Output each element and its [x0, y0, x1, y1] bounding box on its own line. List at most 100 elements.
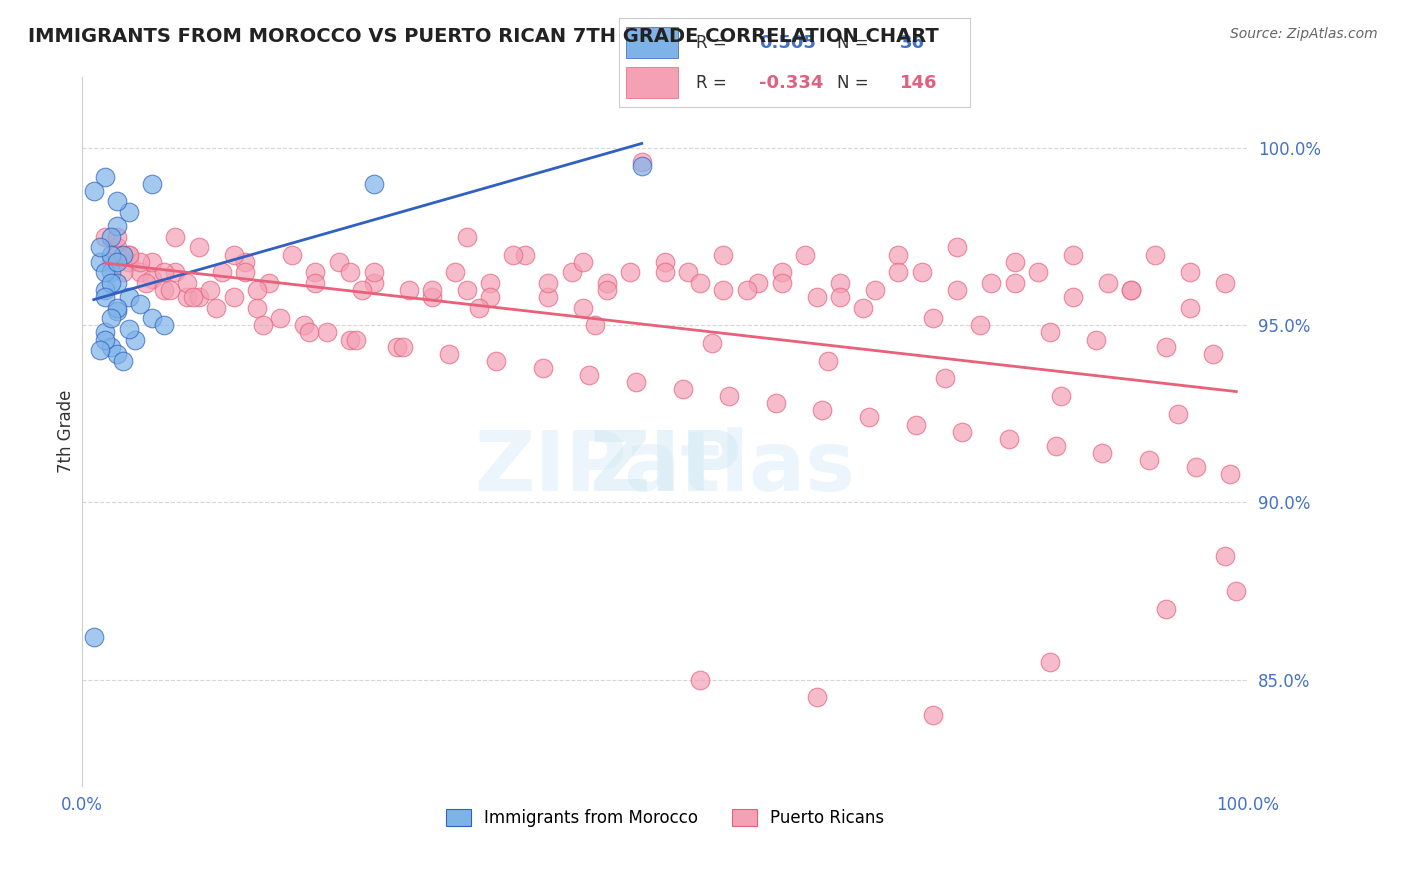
Point	[700, 336, 723, 351]
Point	[1213, 276, 1236, 290]
Point	[934, 371, 956, 385]
Text: -0.334: -0.334	[759, 74, 824, 92]
Point	[630, 159, 652, 173]
Point	[887, 247, 910, 261]
Point	[1137, 453, 1160, 467]
Point	[1156, 601, 1178, 615]
Point	[205, 301, 228, 315]
Point	[1062, 247, 1084, 261]
Point	[689, 673, 711, 687]
Point	[292, 318, 315, 333]
Point	[619, 265, 641, 279]
Point	[1026, 265, 1049, 279]
Point	[456, 229, 478, 244]
Point	[1050, 389, 1073, 403]
Point	[1202, 347, 1225, 361]
Point	[811, 403, 834, 417]
Point	[770, 276, 793, 290]
Point	[129, 254, 152, 268]
Point	[828, 276, 851, 290]
Point	[515, 247, 537, 261]
Point	[531, 360, 554, 375]
Point	[578, 368, 600, 382]
Point	[105, 247, 128, 261]
Point	[118, 254, 141, 268]
Point	[181, 290, 204, 304]
Point	[1143, 247, 1166, 261]
Point	[980, 276, 1002, 290]
Point	[233, 265, 256, 279]
Point	[444, 265, 467, 279]
Point	[105, 276, 128, 290]
Point	[887, 265, 910, 279]
Point	[269, 311, 291, 326]
Point	[94, 290, 117, 304]
Point	[398, 283, 420, 297]
Point	[89, 254, 111, 268]
Text: 146: 146	[900, 74, 938, 92]
Point	[596, 283, 619, 297]
Point	[141, 272, 163, 286]
Point	[363, 177, 385, 191]
Point	[118, 247, 141, 261]
Point	[339, 333, 361, 347]
Point	[922, 708, 945, 723]
Point	[817, 353, 839, 368]
Point	[135, 276, 157, 290]
Point	[479, 276, 502, 290]
Point	[1213, 549, 1236, 563]
Point	[118, 290, 141, 304]
Point	[391, 340, 413, 354]
Point	[1039, 655, 1062, 669]
Point	[100, 265, 122, 279]
Point	[176, 290, 198, 304]
Point	[94, 265, 117, 279]
Point	[385, 340, 408, 354]
Point	[105, 219, 128, 234]
Point	[83, 630, 105, 644]
Point	[1091, 446, 1114, 460]
Point	[485, 353, 508, 368]
Point	[561, 265, 583, 279]
Point	[152, 283, 174, 297]
Point	[89, 240, 111, 254]
Point	[1219, 467, 1241, 482]
Point	[152, 265, 174, 279]
Text: ZIPatlas: ZIPatlas	[475, 426, 856, 508]
Point	[100, 276, 122, 290]
Point	[863, 283, 886, 297]
Point	[105, 254, 128, 268]
Point	[852, 301, 875, 315]
Point	[118, 322, 141, 336]
Point	[246, 283, 269, 297]
Point	[828, 290, 851, 304]
Point	[596, 276, 619, 290]
Point	[233, 254, 256, 268]
Point	[439, 347, 461, 361]
Point	[89, 343, 111, 358]
Point	[363, 276, 385, 290]
Point	[141, 177, 163, 191]
Point	[105, 347, 128, 361]
Point	[1121, 283, 1143, 297]
Point	[806, 690, 828, 705]
Point	[624, 375, 647, 389]
Point	[165, 229, 187, 244]
Point	[316, 326, 339, 340]
Point	[806, 290, 828, 304]
Point	[467, 301, 489, 315]
Point	[711, 247, 734, 261]
Point	[479, 290, 502, 304]
Point	[678, 265, 700, 279]
Point	[572, 254, 595, 268]
Point	[176, 276, 198, 290]
Point	[165, 265, 187, 279]
Point	[94, 333, 117, 347]
Point	[100, 229, 122, 244]
Point	[111, 247, 134, 261]
Point	[129, 265, 152, 279]
Point	[298, 326, 321, 340]
Point	[747, 276, 769, 290]
Point	[111, 265, 134, 279]
Point	[100, 247, 122, 261]
